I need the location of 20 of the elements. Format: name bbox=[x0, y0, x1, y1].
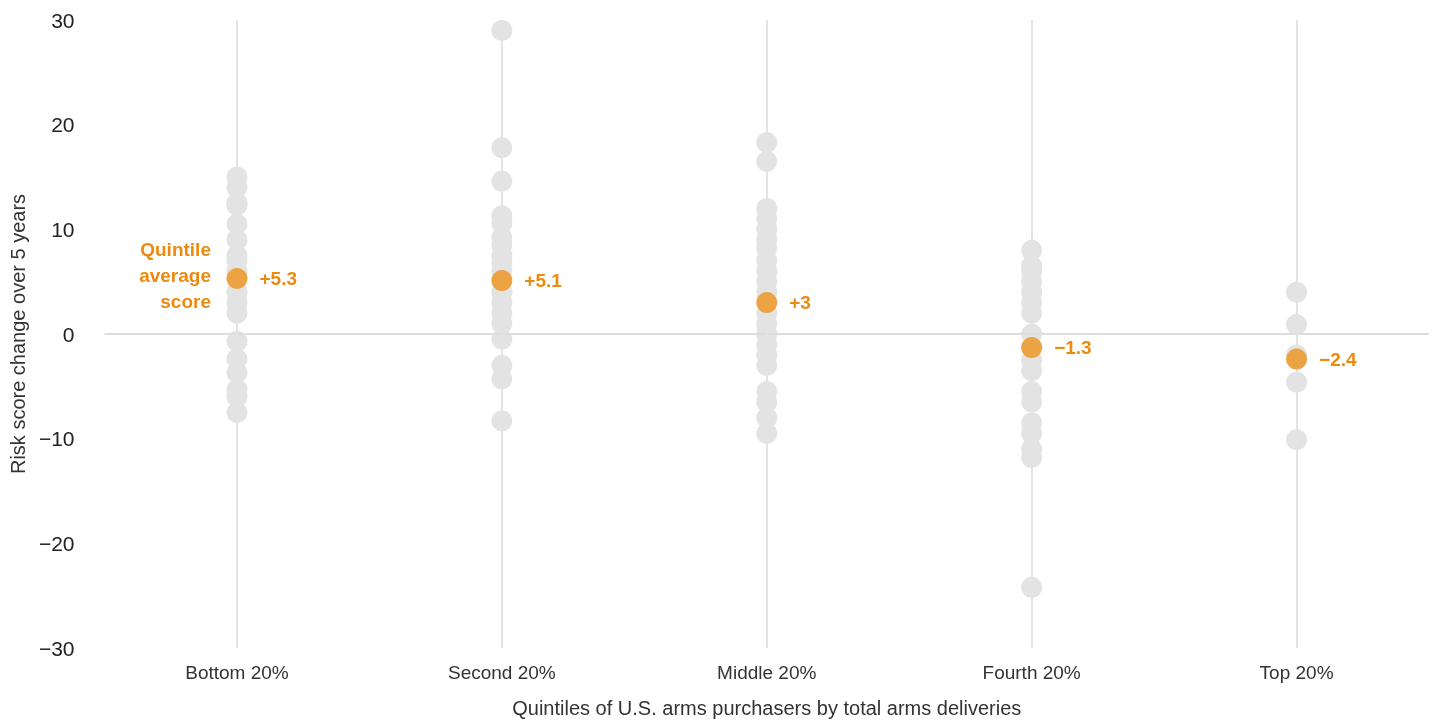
y-tick-label: 30 bbox=[51, 8, 75, 32]
data-label: +5.1 bbox=[524, 270, 563, 292]
y-tick-label: 10 bbox=[51, 217, 75, 241]
y-tick-label: −10 bbox=[38, 427, 75, 451]
y-tick-label: 0 bbox=[62, 322, 75, 346]
data-label: +5.3 bbox=[259, 268, 297, 290]
x-axis-title: Quintiles of U.S. arms purchasers by total arms deliveries bbox=[512, 697, 1022, 719]
data-label: +3 bbox=[789, 292, 811, 314]
x-tick-label: Top 20% bbox=[1259, 662, 1334, 683]
y-axis-title: Risk score change over 5 years bbox=[7, 193, 29, 475]
x-tick-label: Fourth 20% bbox=[982, 662, 1081, 683]
y-tick-label: −20 bbox=[38, 531, 75, 555]
y-tick-label: −30 bbox=[38, 636, 75, 660]
y-tick-label: 20 bbox=[51, 113, 75, 137]
x-tick-label: Middle 20% bbox=[717, 662, 817, 683]
series-label: Quintile average score bbox=[139, 239, 211, 313]
x-tick-label: Second 20% bbox=[447, 662, 556, 683]
x-tick-label: Bottom 20% bbox=[185, 662, 289, 683]
data-label: −1.3 bbox=[1054, 337, 1092, 359]
data-label: −2.4 bbox=[1319, 348, 1357, 370]
